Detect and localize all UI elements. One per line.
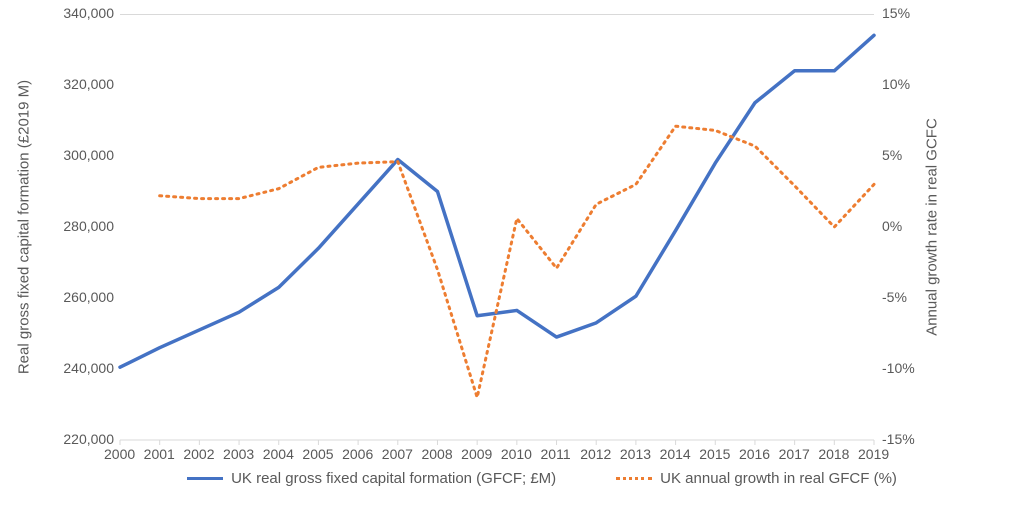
y-right-tick-label: -5% <box>882 289 907 305</box>
legend-label: UK real gross fixed capital formation (G… <box>231 470 556 487</box>
x-tick-label: 2011 <box>541 446 571 462</box>
y-left-tick-label: 280,000 <box>63 218 114 234</box>
chart-legend: UK real gross fixed capital formation (G… <box>100 470 984 487</box>
y-left-tick-label: 260,000 <box>63 289 114 305</box>
x-tick-label: 2017 <box>779 446 810 462</box>
y-right-tick-label: 5% <box>882 147 902 163</box>
x-tick-label: 2003 <box>223 446 254 462</box>
plot-area <box>120 14 874 440</box>
x-tick-label: 2014 <box>660 446 691 462</box>
x-tick-label: 2018 <box>818 446 849 462</box>
x-tick-label: 2013 <box>620 446 651 462</box>
x-tick-label: 2007 <box>382 446 413 462</box>
x-tick-label: 2010 <box>501 446 532 462</box>
x-tick-label: 2002 <box>183 446 214 462</box>
x-tick-label: 2008 <box>421 446 452 462</box>
y-axis-left-label: Real gross fixed capital formation (£201… <box>16 80 33 374</box>
y-right-tick-label: 0% <box>882 218 902 234</box>
y-left-tick-label: 220,000 <box>63 431 114 447</box>
y-right-tick-label: -10% <box>882 360 915 376</box>
x-tick-label: 2004 <box>263 446 294 462</box>
y-axis-right-label: Annual growth rate in real GCFC <box>924 118 941 336</box>
y-left-tick-label: 320,000 <box>63 76 114 92</box>
legend-item-gfcf: UK real gross fixed capital formation (G… <box>187 470 556 487</box>
x-tick-label: 2006 <box>342 446 373 462</box>
y-right-tick-label: -15% <box>882 431 915 447</box>
legend-swatch <box>616 477 652 480</box>
x-tick-label: 2000 <box>104 446 135 462</box>
x-tick-label: 2001 <box>144 446 175 462</box>
y-right-tick-label: 15% <box>882 5 910 21</box>
x-tick-label: 2012 <box>580 446 611 462</box>
y-left-tick-label: 300,000 <box>63 147 114 163</box>
x-tick-label: 2009 <box>461 446 492 462</box>
x-tick-label: 2016 <box>739 446 770 462</box>
legend-swatch <box>187 477 223 480</box>
x-tick-label: 2005 <box>302 446 333 462</box>
y-left-tick-label: 240,000 <box>63 360 114 376</box>
dual-axis-line-chart: Real gross fixed capital formation (£201… <box>0 0 1024 512</box>
y-left-tick-label: 340,000 <box>63 5 114 21</box>
legend-item-growth: UK annual growth in real GFCF (%) <box>616 470 897 487</box>
legend-label: UK annual growth in real GFCF (%) <box>660 470 897 487</box>
y-right-tick-label: 10% <box>882 76 910 92</box>
x-tick-label: 2019 <box>858 446 889 462</box>
x-tick-label: 2015 <box>699 446 730 462</box>
